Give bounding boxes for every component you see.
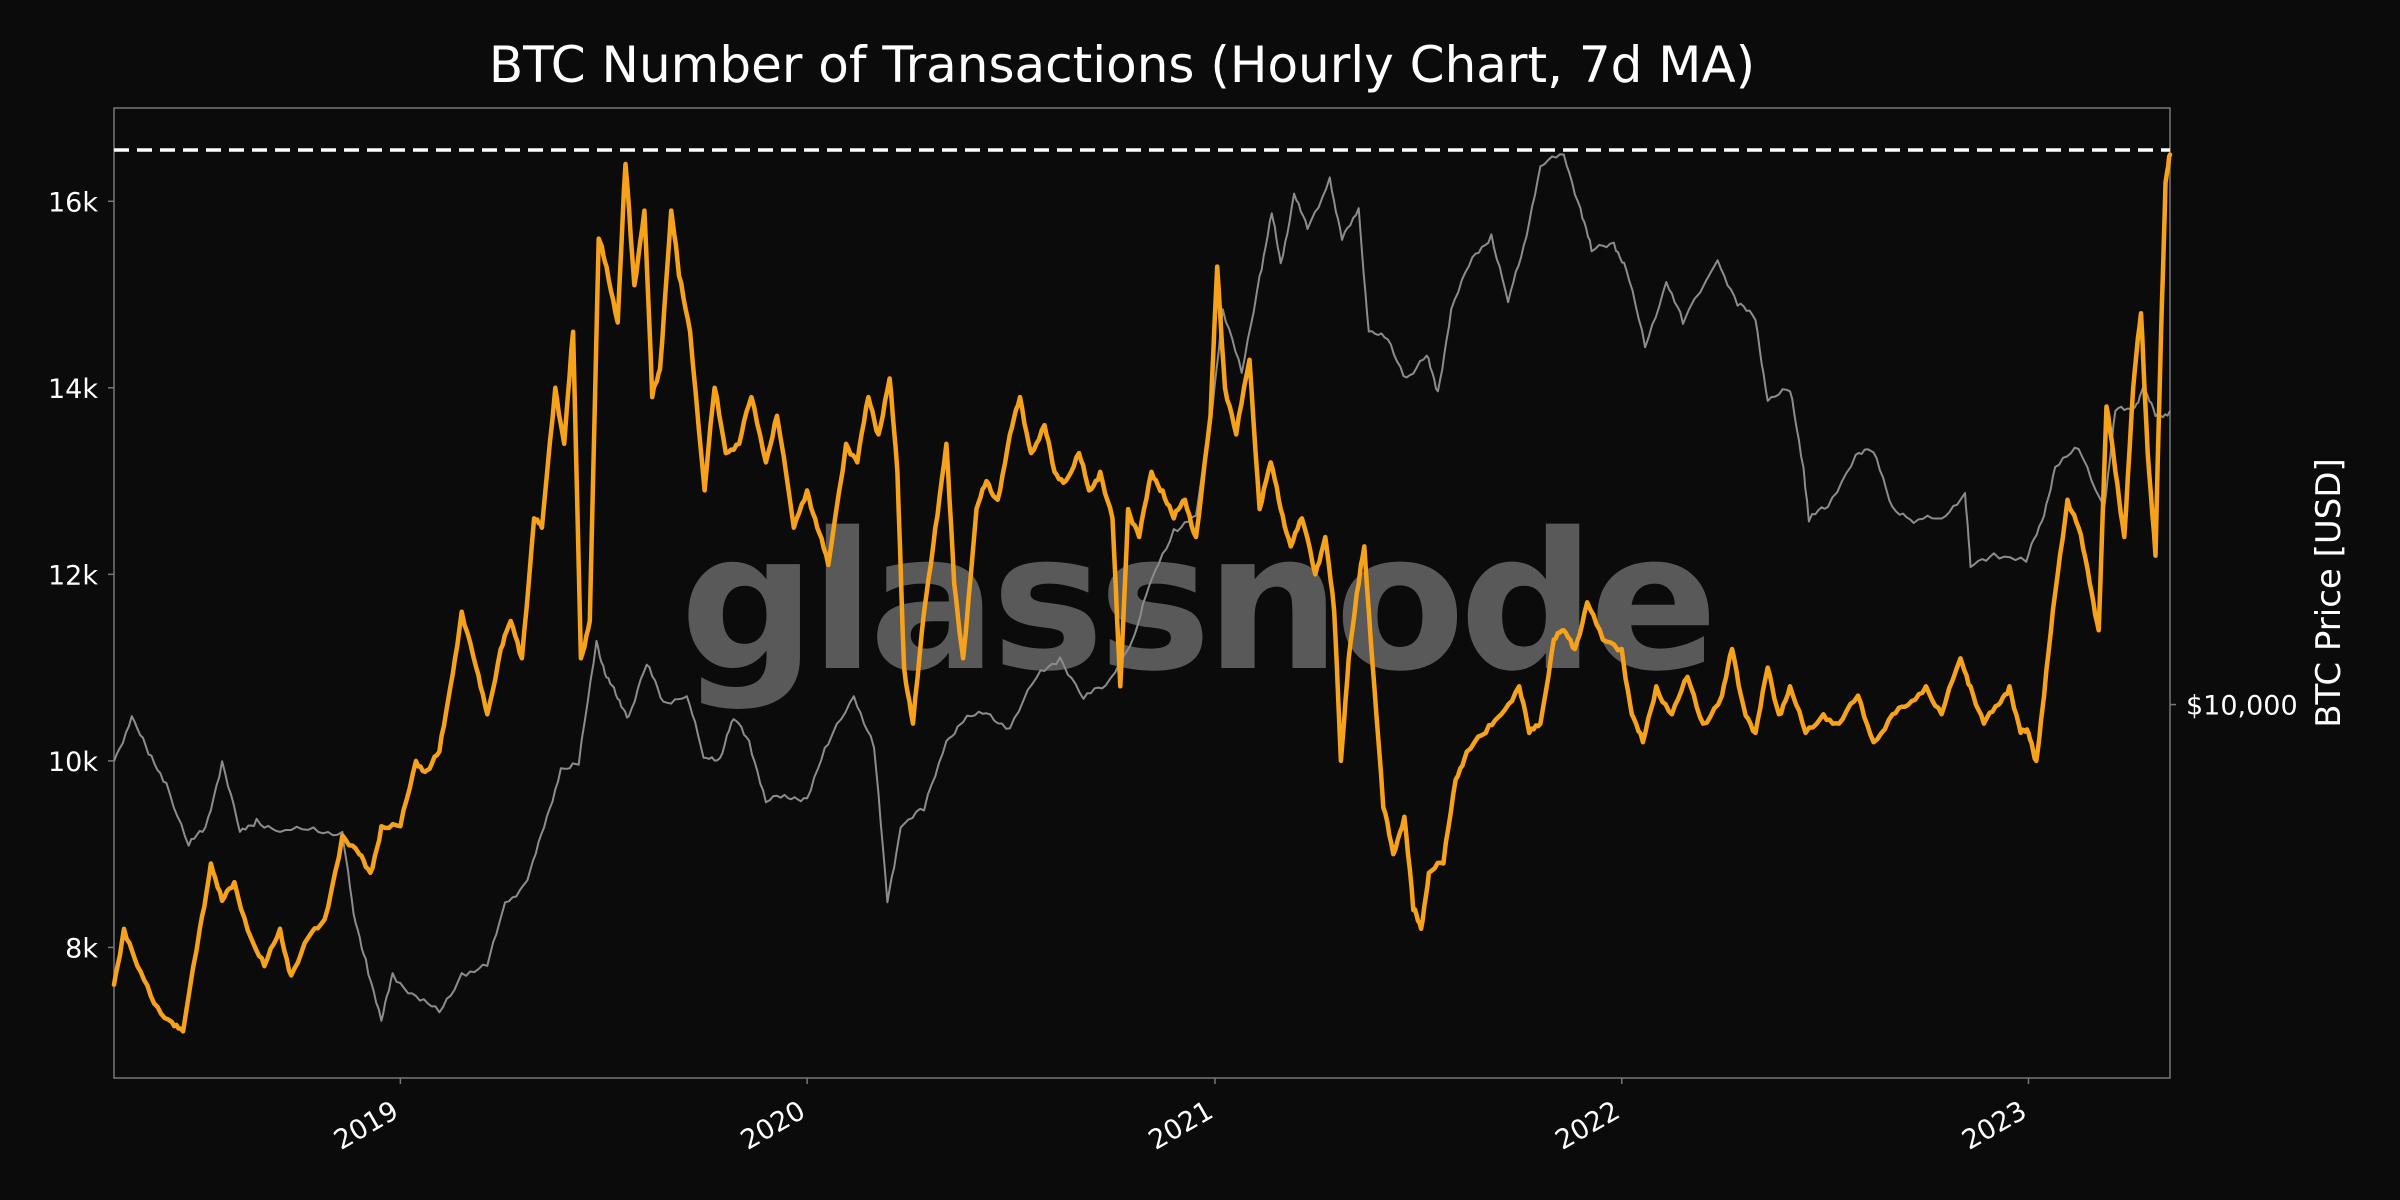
plot-frame (113, 107, 2171, 1079)
chart-title: BTC Number of Transactions (Hourly Chart… (489, 36, 1755, 94)
price-line (113, 153, 2171, 1022)
y-right-axis-label: BTC Price [USD] (2309, 458, 2349, 728)
y-left-axis-ticks: 8k 10k 12k 14k 16k (48, 187, 114, 964)
y-right-axis-ticks: $10,000 (2170, 691, 2298, 722)
y-left-tick-label: 8k (65, 933, 98, 964)
transactions-series (111, 152, 2173, 1034)
transactions-line (111, 152, 2173, 1034)
y-left-tick-label: 10k (48, 747, 98, 778)
y-right-tick-label: $10,000 (2186, 691, 2298, 722)
price-series (113, 153, 2171, 1022)
y-left-tick-label: 16k (48, 187, 98, 218)
y-left-tick-label: 12k (48, 560, 98, 591)
y-left-tick-label: 14k (48, 374, 98, 405)
